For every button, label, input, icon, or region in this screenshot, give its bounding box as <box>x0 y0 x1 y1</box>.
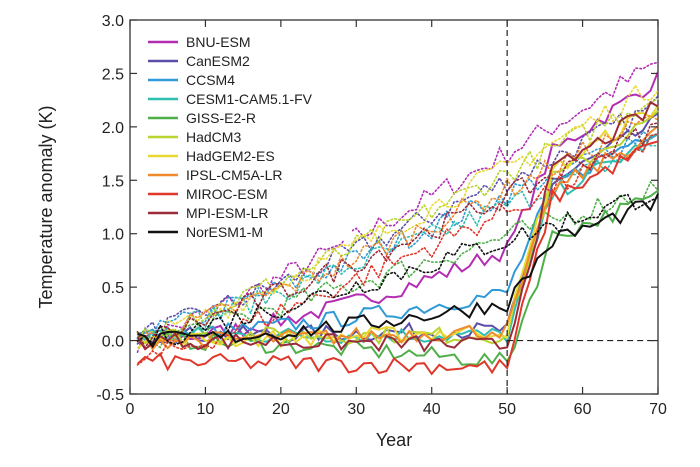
series-solid-10 <box>137 193 659 349</box>
series-dotted-9 <box>136 122 659 349</box>
series-dotted-6 <box>136 84 659 350</box>
legend-label: MIROC-ESM <box>186 186 268 202</box>
x-axis-label: Year <box>376 430 412 450</box>
y-tick-label: 2.5 <box>102 66 124 83</box>
series-dotted-7 <box>136 114 659 343</box>
y-tick-label: -0.5 <box>96 387 124 404</box>
legend-label: CanESM2 <box>186 53 250 69</box>
x-tick-label: 0 <box>126 401 135 418</box>
series-solid-2 <box>137 133 659 344</box>
x-tick-label: 30 <box>347 401 365 418</box>
x-tick-label: 40 <box>423 401 441 418</box>
y-tick-label: 3.0 <box>102 13 124 30</box>
legend-label: IPSL-CM5A-LR <box>186 167 282 183</box>
series-solid-8 <box>136 140 659 376</box>
series-layer <box>136 61 659 376</box>
legend-label: CESM1-CAM5.1-FV <box>186 91 313 107</box>
y-axis-label: Temperature anomaly (K) <box>36 105 56 308</box>
series-dotted-1 <box>136 95 659 345</box>
series-dotted-4 <box>136 180 659 349</box>
series-solid-4 <box>137 189 659 366</box>
legend-label: CCSM4 <box>186 72 235 88</box>
legend-label: GISS-E2-R <box>186 110 256 126</box>
reference-lines <box>506 20 658 394</box>
legend-label: NorESM1-M <box>186 224 263 240</box>
x-tick-label: 20 <box>272 401 290 418</box>
legend-label: MPI-ESM-LR <box>186 205 268 221</box>
x-tick-label: 50 <box>498 401 516 418</box>
axes: 0 10 20 30 40 50 60 70 -0.5 0.0 0.5 1.0 1.5 2.0 2.5 3.0 <box>96 13 667 418</box>
legend-background <box>142 28 352 240</box>
x-tick-label: 70 <box>649 401 667 418</box>
legend-label: HadGEM2-ES <box>186 148 275 164</box>
series-dotted-0 <box>136 61 659 354</box>
series-dotted-2 <box>136 130 659 345</box>
y-tick-label: 0.0 <box>102 334 124 351</box>
y-tick-label: 2.0 <box>102 120 124 137</box>
y-tick-label: 0.5 <box>102 280 124 297</box>
y-tick-label: 1.0 <box>102 227 124 244</box>
y-tick-label: 1.5 <box>102 173 124 190</box>
x-tick-label: 10 <box>197 401 215 418</box>
legend: BNU-ESM CanESM2 CCSM4 CESM1-CAM5.1-FV GISS-E… <box>142 28 352 240</box>
x-tick-label: 60 <box>574 401 592 418</box>
legend-label: BNU-ESM <box>186 34 251 50</box>
series-dotted-10 <box>136 193 659 346</box>
series-solid-9 <box>136 100 659 353</box>
legend-label: HadCM3 <box>186 129 241 145</box>
